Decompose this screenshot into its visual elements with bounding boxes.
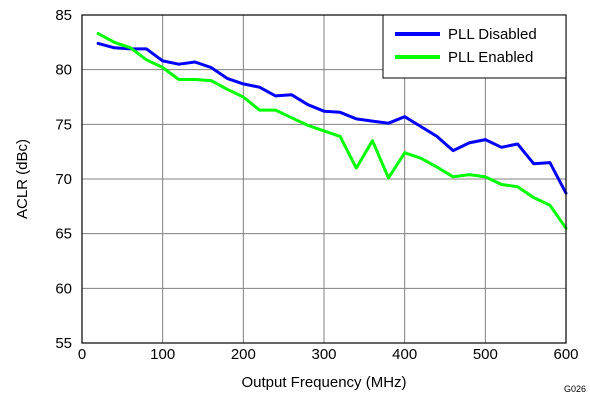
x-tick-label: 100 [150,346,175,363]
legend: PLL Disabled PLL Enabled [383,15,566,78]
x-tick-label: 300 [311,346,336,363]
y-tick-label: 75 [55,116,72,133]
x-tick-label: 600 [553,346,578,363]
y-tick-label: 55 [55,335,72,352]
x-tick-label: 400 [392,346,417,363]
y-tick-label: 65 [55,226,72,243]
legend-box [383,15,566,78]
x-tick-label: 200 [231,346,256,363]
legend-label-pll-enabled: PLL Enabled [448,49,533,66]
y-axis-label: ACLR (dBc) [14,139,31,219]
x-tick-label: 0 [78,346,86,363]
y-tick-label: 60 [55,280,72,297]
x-tick-label: 500 [473,346,498,363]
x-axis-label: Output Frequency (MHz) [241,374,406,391]
legend-label-pll-disabled: PLL Disabled [448,26,537,43]
figure-id: G026 [564,384,586,394]
y-tick-label: 85 [55,7,72,24]
y-tick-label: 70 [55,171,72,188]
y-tick-label: 80 [55,62,72,79]
